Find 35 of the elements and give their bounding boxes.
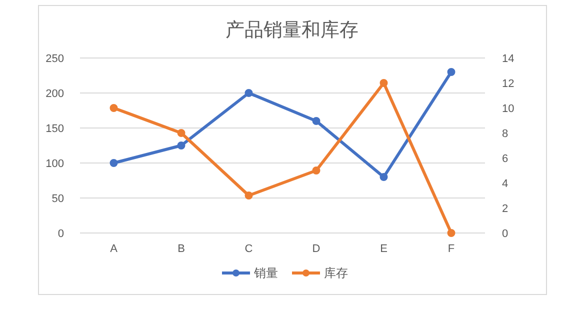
y-tick-label: 50	[52, 193, 64, 205]
x-tick-label: F	[448, 243, 455, 255]
x-tick-label: E	[380, 243, 388, 255]
x-tick-label: C	[244, 243, 253, 255]
y-tick-label: 0	[58, 228, 64, 240]
y2-tick-label: 14	[502, 53, 514, 65]
legend-label: 销量	[253, 266, 278, 280]
point	[380, 173, 388, 181]
y2-tick-label: 6	[502, 153, 508, 165]
point	[177, 142, 186, 150]
y-tick-label: 100	[46, 158, 64, 170]
y2-tick-label: 0	[502, 228, 508, 240]
y2-tick-label: 10	[502, 103, 514, 115]
y2-tick-label: 4	[502, 178, 508, 190]
point	[244, 89, 253, 97]
y2-tick-label: 2	[502, 203, 508, 215]
y-tick-label: 250	[46, 53, 64, 65]
point	[447, 229, 456, 237]
y-tick-label: 200	[46, 88, 64, 100]
x-tick-label: A	[110, 243, 118, 255]
point	[447, 68, 456, 76]
y2-tick-label: 12	[502, 78, 514, 90]
y-tick-label: 150	[46, 123, 64, 135]
point	[312, 117, 320, 125]
title: 产品销量和库存	[226, 20, 358, 41]
y2-tick-label: 8	[502, 128, 508, 140]
legend-label: 库存	[324, 266, 348, 280]
x-tick-label: D	[312, 243, 320, 255]
point	[177, 129, 186, 137]
point	[110, 104, 118, 112]
point	[244, 192, 253, 200]
point	[312, 166, 320, 174]
point	[110, 159, 118, 167]
x-tick-label: B	[178, 243, 185, 255]
point	[380, 79, 388, 87]
